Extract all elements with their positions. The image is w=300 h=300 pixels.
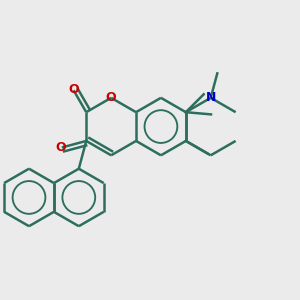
Text: O: O bbox=[68, 83, 79, 96]
Text: O: O bbox=[55, 141, 66, 154]
Text: O: O bbox=[106, 91, 116, 104]
Text: N: N bbox=[206, 91, 216, 104]
